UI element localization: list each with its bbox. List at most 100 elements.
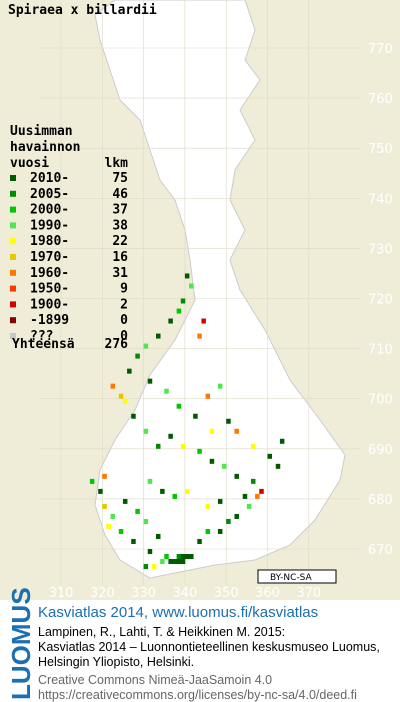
northing-label: 700: [368, 393, 393, 408]
occurrence-cell: [176, 559, 182, 565]
occurrence-cell: [217, 383, 223, 389]
citation-line: Lampinen, R., Lahti, T. & Heikkinen M. 2…: [38, 625, 285, 639]
northing-label: 730: [368, 242, 393, 257]
occurrence-cell: [164, 388, 169, 394]
occurrence-cell: [217, 528, 223, 534]
legend-count: 37: [112, 203, 128, 218]
occurrence-cell: [279, 438, 285, 444]
legend-header: Uusimman: [10, 124, 73, 139]
legend-count: 38: [112, 218, 128, 233]
occurrence-cell: [147, 478, 153, 484]
badge-text: BY-NC-SA: [270, 573, 313, 583]
easting-label: 320: [90, 586, 115, 601]
license-line: https://creativecommons.org/licenses/by-…: [38, 688, 357, 702]
occurrence-cell: [184, 554, 190, 560]
occurrence-cell: [217, 498, 223, 504]
finland-outline: [94, 0, 346, 579]
easting-label: 360: [255, 586, 280, 601]
total-count: 276: [105, 337, 129, 352]
occurrence-cell: [209, 458, 215, 464]
occurrence-cell: [197, 333, 202, 339]
occurrence-cell: [234, 428, 239, 434]
occurrence-cell: [127, 368, 132, 374]
legend-header: vuosi: [10, 156, 49, 171]
license-badge: [257, 569, 337, 584]
occurrence-cell: [143, 518, 149, 524]
occurrence-cell: [168, 433, 173, 439]
occurrence-cell: [189, 283, 194, 289]
legend-label: 2005-: [30, 187, 69, 202]
occurrence-cell: [234, 513, 239, 519]
legend-swatch: [10, 190, 16, 197]
occurrence-cell: [143, 428, 149, 434]
occurrence-cell: [250, 443, 256, 449]
occurrence-cell: [151, 564, 157, 570]
legend-label: 2000-: [30, 203, 69, 218]
occurrence-cell: [135, 508, 140, 514]
occurrence-cell: [246, 503, 252, 509]
occurrence-cell: [164, 554, 169, 560]
legend-count: 16: [112, 250, 128, 265]
occurrence-cell: [255, 493, 260, 499]
occurrence-cell: [118, 393, 124, 399]
occurrence-cell: [180, 554, 186, 560]
occurrence-cell: [155, 533, 161, 539]
legend-header: havainnon: [10, 140, 80, 155]
legend-label: 1990-: [30, 218, 69, 233]
grid: [40, 0, 360, 585]
kasviatlas-link[interactable]: Kasviatlas 2014, www.luomus.fi/kasviatla…: [38, 604, 318, 621]
legend-count: 22: [112, 234, 128, 249]
occurrence-cell: [172, 493, 178, 499]
occurrence-cell: [110, 383, 116, 389]
northing-label: 690: [368, 443, 393, 458]
northing-label: 770: [368, 42, 393, 57]
occurrence-cell: [122, 398, 128, 404]
occurrence-cell: [180, 443, 186, 449]
occurrence-cell: [197, 448, 202, 454]
occurrence-cell: [205, 503, 211, 509]
occurrence-cell: [102, 503, 107, 509]
legend-swatch: [10, 333, 16, 339]
easting-label: 330: [131, 586, 156, 601]
footer: Lampinen, R., Lahti, T. & Heikkinen M. 2…: [38, 625, 380, 702]
legend-label: 1980-: [30, 234, 69, 249]
legend-swatch: [10, 222, 16, 229]
occurrence-cell: [98, 488, 103, 494]
occurrence-cell: [155, 333, 161, 339]
occurrence-cell: [222, 463, 227, 469]
occurrence-cell: [118, 528, 124, 534]
occurrence-cell: [189, 554, 194, 560]
occurrence-cell: [168, 559, 173, 565]
species-title: Spiraea x billardii: [8, 3, 157, 18]
occurrence-cell: [209, 428, 215, 434]
occurrence-cell: [250, 478, 256, 484]
occurrence-cell: [135, 353, 140, 359]
legend-count: 0: [120, 313, 128, 328]
legend-swatch: [10, 285, 16, 292]
occurrence-cell: [180, 559, 186, 565]
legend-label: 2010-: [30, 171, 69, 186]
occurrence-cell: [201, 318, 206, 324]
legend-swatch: [10, 175, 16, 181]
occurrence-cell: [184, 273, 190, 279]
legend-count-header: lkm: [105, 156, 129, 171]
northing-label: 710: [368, 343, 393, 358]
legend-swatch: [10, 254, 16, 260]
legend-label: 1900-: [30, 297, 69, 312]
license-line: Creative Commons Nimeä-JaaSamoin 4.0: [38, 673, 272, 687]
northing-label: 670: [368, 543, 393, 558]
occurrence-cell: [143, 343, 149, 349]
legend-count: 0: [120, 329, 128, 344]
legend-label: 1950-: [30, 282, 69, 297]
legend-label: 1970-: [30, 250, 69, 265]
legend-label: 1960-: [30, 266, 69, 281]
legend-swatch: [10, 301, 16, 308]
occurrence-cell: [172, 559, 178, 565]
occurrence-cell: [234, 473, 239, 479]
occurrence-cell: [197, 538, 202, 544]
northing-label: 680: [368, 493, 393, 508]
occurrence-cell: [205, 393, 211, 399]
occurrence-cell: [184, 488, 190, 494]
luomus-logo: LUOMUS: [6, 587, 36, 700]
